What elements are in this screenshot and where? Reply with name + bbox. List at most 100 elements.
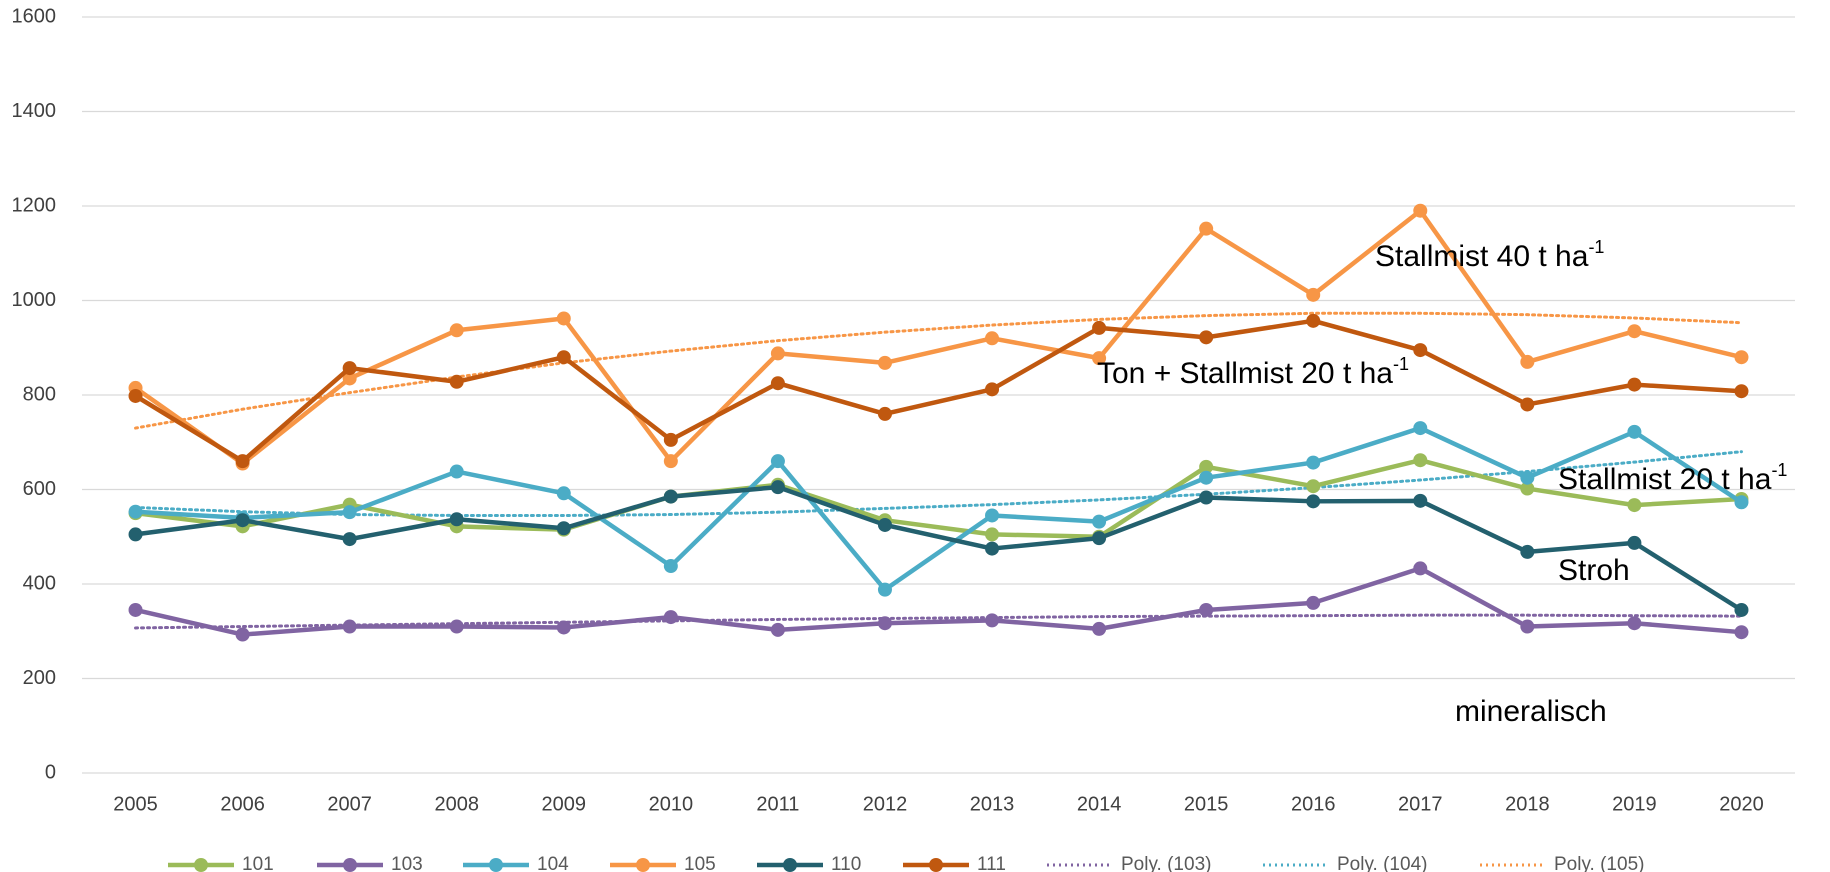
marker bbox=[556, 486, 571, 501]
y-tick-label: 1000 bbox=[12, 289, 57, 311]
legend-label: 105 bbox=[684, 854, 716, 872]
marker bbox=[235, 627, 250, 642]
annotation: Stallmist 20 t ha-1 bbox=[1558, 460, 1787, 496]
series-line bbox=[133, 318, 1744, 464]
marker bbox=[1627, 424, 1642, 439]
marker bbox=[1734, 350, 1749, 365]
x-tick-label: 2005 bbox=[113, 793, 158, 815]
y-tick-label: 1400 bbox=[12, 100, 57, 122]
marker bbox=[1092, 621, 1107, 636]
annotation: Stallmist 40 t ha-1 bbox=[1375, 237, 1604, 273]
marker bbox=[985, 527, 1000, 542]
x-tick-label: 2009 bbox=[542, 793, 587, 815]
y-tick-label: 1600 bbox=[12, 5, 57, 27]
x-tick-label: 2011 bbox=[756, 793, 799, 815]
legend-marker bbox=[194, 858, 208, 872]
marker bbox=[342, 361, 357, 376]
legend-marker bbox=[783, 858, 797, 872]
x-tick-label: 2008 bbox=[434, 793, 479, 815]
marker bbox=[985, 541, 1000, 556]
legend-marker bbox=[636, 858, 650, 872]
marker bbox=[985, 508, 1000, 523]
legend-label: 104 bbox=[537, 854, 569, 872]
x-tick-label: 2018 bbox=[1505, 793, 1550, 815]
marker bbox=[1627, 324, 1642, 339]
marker bbox=[1092, 514, 1107, 529]
marker bbox=[877, 582, 892, 597]
marker bbox=[877, 517, 892, 532]
marker bbox=[342, 619, 357, 634]
marker bbox=[877, 406, 892, 421]
marker bbox=[1734, 495, 1749, 510]
marker bbox=[985, 613, 1000, 628]
marker bbox=[1306, 287, 1321, 302]
marker bbox=[1520, 397, 1535, 412]
marker bbox=[449, 323, 464, 338]
x-tick-label: 2010 bbox=[649, 793, 694, 815]
legend-label: 103 bbox=[391, 854, 423, 872]
marker bbox=[770, 454, 785, 469]
marker bbox=[1734, 602, 1749, 617]
marker bbox=[1520, 354, 1535, 369]
marker bbox=[1199, 459, 1214, 474]
x-tick-label: 2013 bbox=[970, 793, 1015, 815]
marker bbox=[1092, 531, 1107, 546]
marker bbox=[449, 464, 464, 479]
marker bbox=[1627, 535, 1642, 550]
marker bbox=[1092, 351, 1107, 366]
marker bbox=[1092, 320, 1107, 335]
marker bbox=[1413, 343, 1428, 358]
marker bbox=[1306, 479, 1321, 494]
annotation-text: Stroh bbox=[1558, 554, 1630, 587]
annotation-text: mineralisch bbox=[1455, 695, 1607, 728]
x-tick-label: 2020 bbox=[1719, 793, 1764, 815]
legend-label: Poly. (104) bbox=[1337, 854, 1427, 872]
marker bbox=[1520, 481, 1535, 496]
x-tick-label: 2019 bbox=[1612, 793, 1657, 815]
annotation-sup: -1 bbox=[1771, 460, 1787, 480]
marker bbox=[1199, 490, 1214, 505]
y-tick-label: 600 bbox=[23, 478, 56, 500]
x-tick-label: 2016 bbox=[1291, 793, 1336, 815]
annotation-text: Stallmist 40 t ha bbox=[1375, 240, 1589, 273]
marker bbox=[342, 532, 357, 547]
marker bbox=[1520, 619, 1535, 634]
legend-marker bbox=[489, 858, 503, 872]
x-tick-label: 2007 bbox=[327, 793, 372, 815]
marker bbox=[449, 374, 464, 389]
legend-label: Poly. (105) bbox=[1554, 854, 1644, 872]
marker bbox=[663, 559, 678, 574]
series-line bbox=[133, 208, 1744, 466]
legend-label: 101 bbox=[242, 854, 274, 872]
marker bbox=[235, 454, 250, 469]
marker bbox=[1306, 313, 1321, 328]
marker bbox=[235, 513, 250, 528]
y-tick-label: 800 bbox=[23, 383, 56, 405]
marker bbox=[1413, 453, 1428, 468]
marker bbox=[770, 480, 785, 495]
marker bbox=[1199, 470, 1214, 485]
marker bbox=[663, 454, 678, 469]
series-line bbox=[133, 457, 1744, 539]
legend-label: 110 bbox=[831, 854, 861, 872]
trend-line bbox=[134, 311, 1743, 430]
marker bbox=[877, 616, 892, 631]
marker bbox=[556, 521, 571, 536]
marker bbox=[1734, 384, 1749, 399]
x-tick-label: 2006 bbox=[220, 793, 265, 815]
marker bbox=[663, 432, 678, 447]
marker bbox=[342, 505, 357, 520]
marker bbox=[770, 622, 785, 637]
y-tick-label: 200 bbox=[23, 667, 56, 689]
x-tick-label: 2014 bbox=[1077, 793, 1122, 815]
marker bbox=[1306, 595, 1321, 610]
marker bbox=[556, 620, 571, 635]
marker bbox=[128, 504, 143, 519]
marker bbox=[342, 371, 357, 386]
marker bbox=[128, 527, 143, 542]
series-line bbox=[133, 484, 1744, 613]
legend-label: Poly. (103) bbox=[1121, 854, 1211, 872]
annotation: Ton + Stallmist 20 t ha-1 bbox=[1097, 354, 1409, 390]
marker bbox=[770, 376, 785, 391]
